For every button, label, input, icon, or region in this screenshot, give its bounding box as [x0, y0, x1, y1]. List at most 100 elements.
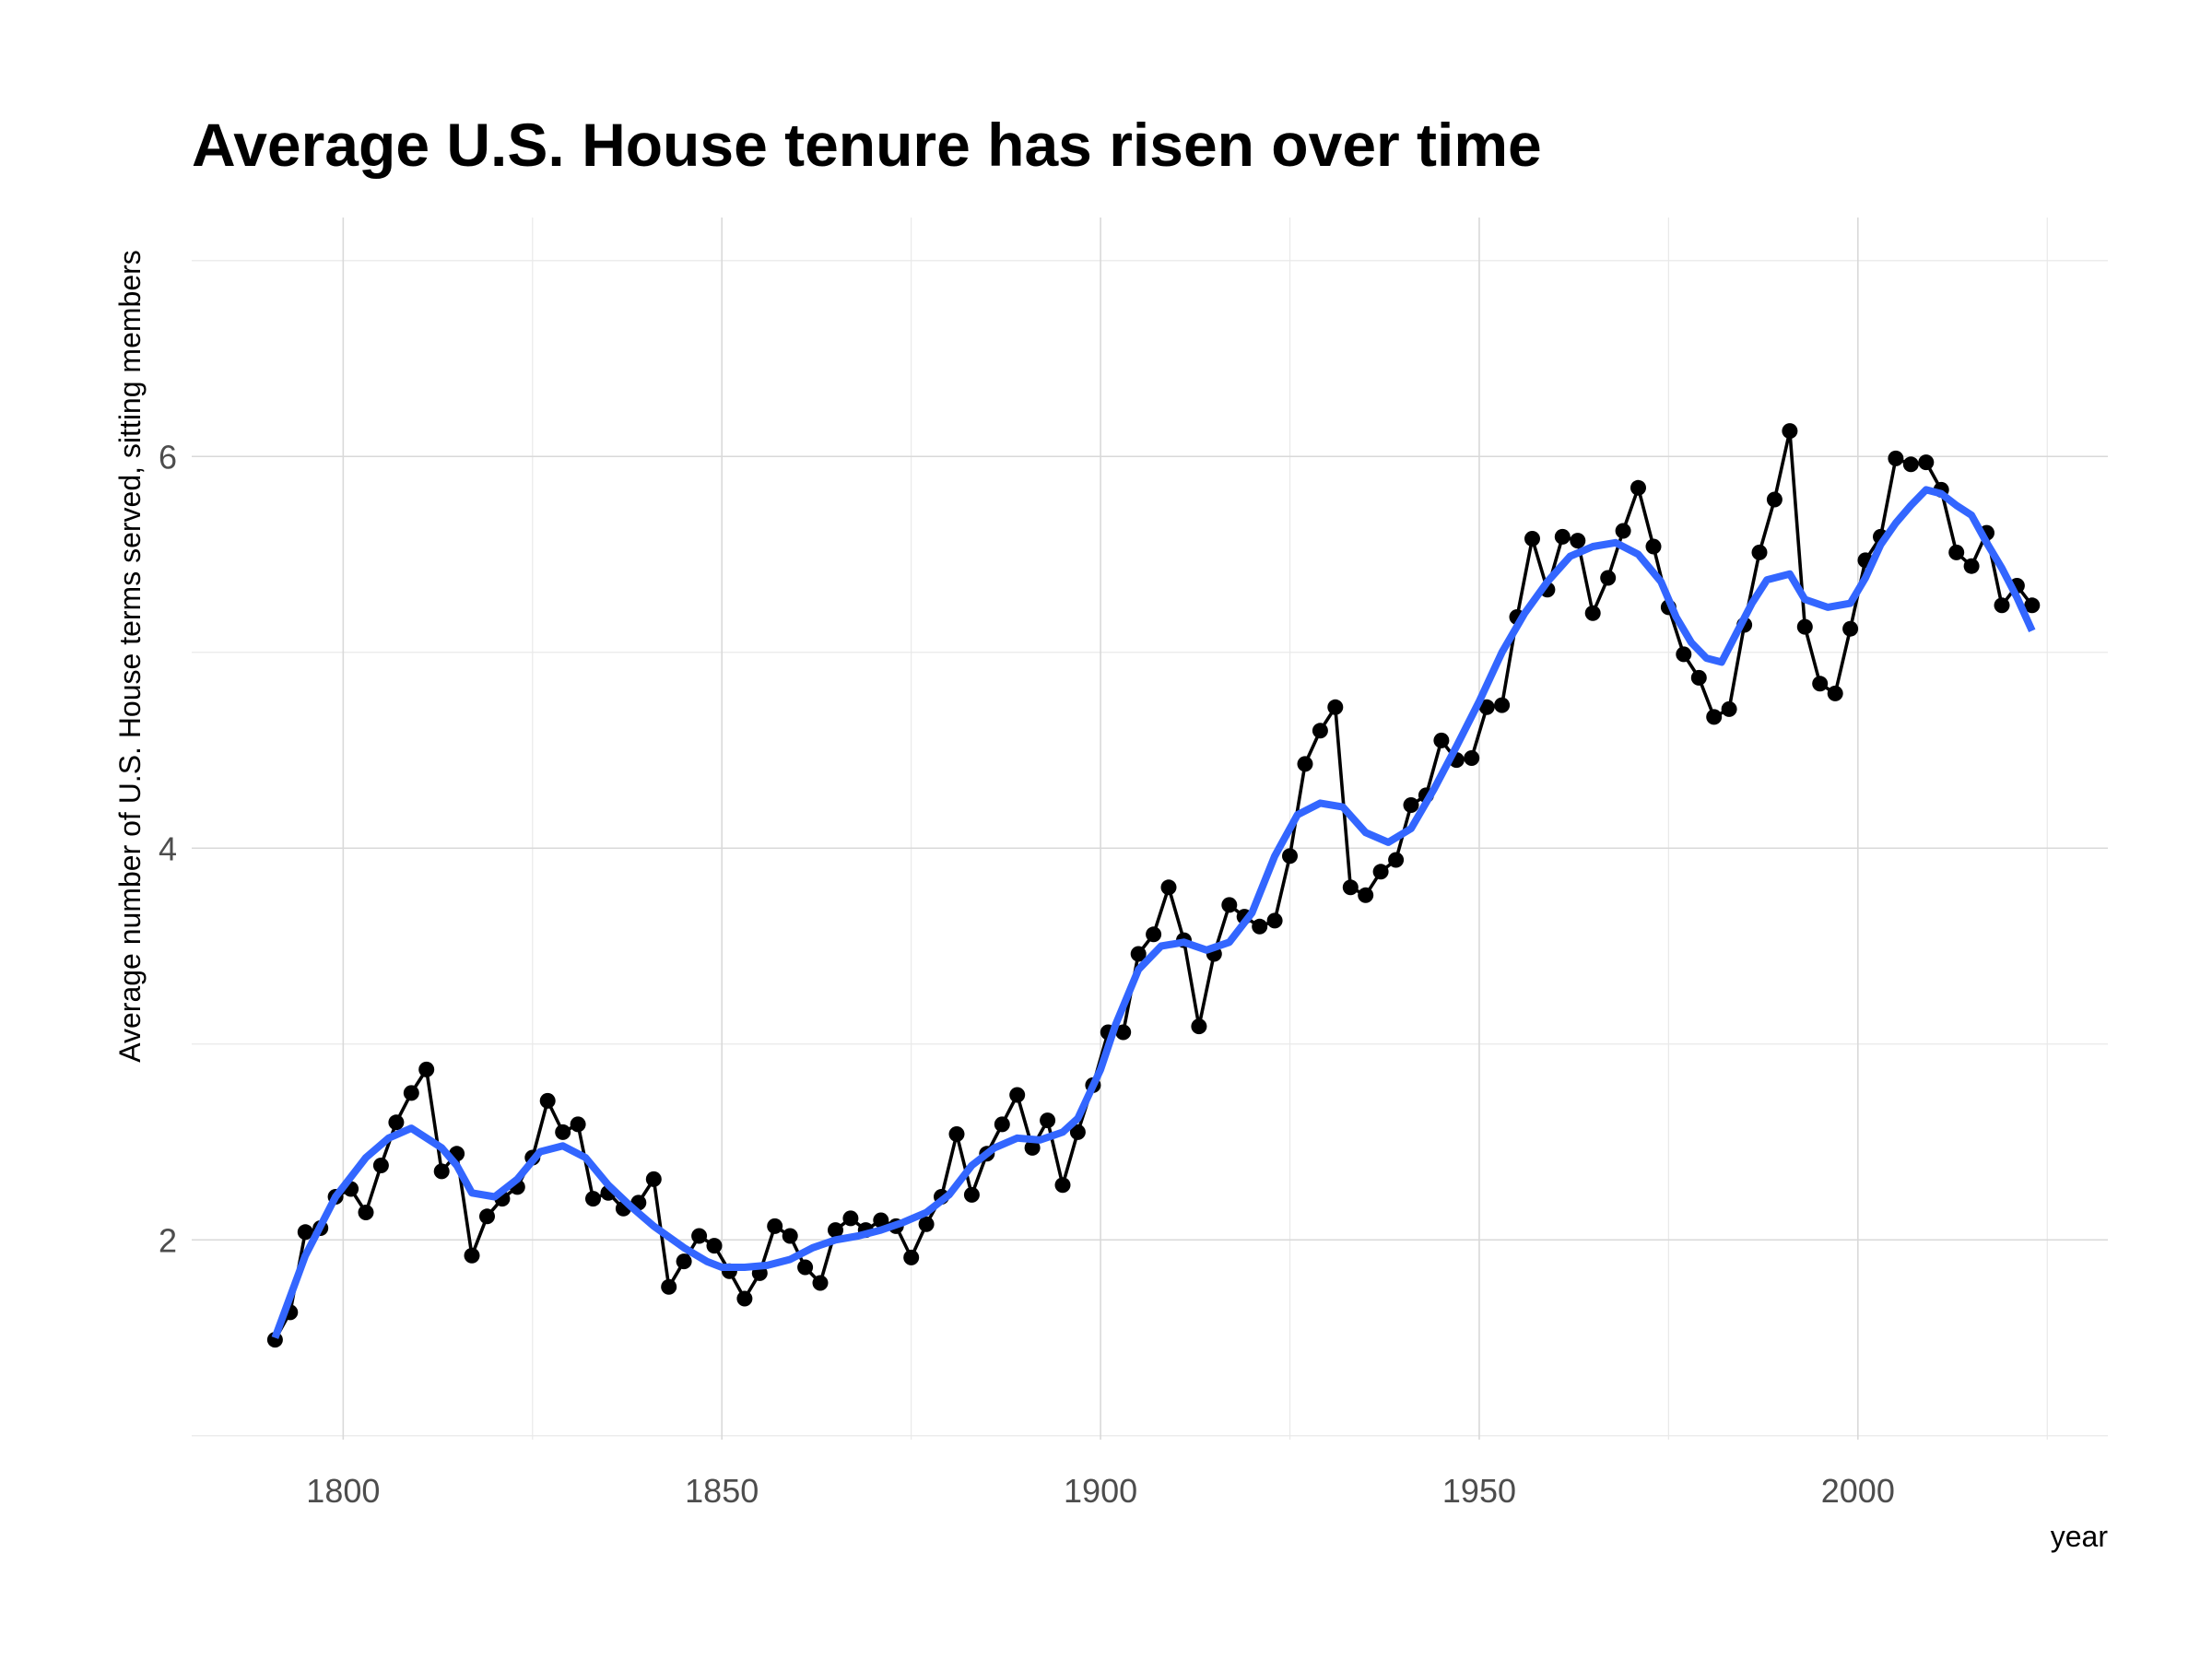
data-point [1342, 879, 1359, 896]
data-point [1358, 887, 1374, 903]
data-point [1388, 852, 1405, 868]
data-point [812, 1275, 829, 1291]
data-point [1676, 646, 1692, 663]
data-point [1948, 544, 1965, 560]
x-tick-label: 1800 [306, 1472, 380, 1510]
data-point [1146, 926, 1162, 943]
data-point [1782, 423, 1798, 440]
data-point [1796, 618, 1813, 635]
data-point [1994, 597, 2010, 614]
data-point [1221, 897, 1238, 913]
data-point [1312, 723, 1328, 739]
data-point [358, 1205, 374, 1220]
data-point [1827, 685, 1843, 701]
data-point [1524, 531, 1540, 547]
data-point [1433, 732, 1450, 748]
data-point [1464, 750, 1480, 766]
data-point [1327, 699, 1344, 715]
data-point [1554, 528, 1571, 545]
x-tick-label: 1850 [685, 1472, 759, 1510]
data-point [842, 1210, 859, 1227]
data-point [1645, 538, 1662, 555]
data-point [782, 1228, 798, 1244]
data-point [388, 1114, 405, 1131]
data-point [1130, 946, 1147, 962]
x-tick-label: 1900 [1064, 1472, 1137, 1510]
data-point [433, 1163, 450, 1180]
data-point [1902, 456, 1919, 473]
x-axis-title: year [2051, 1520, 2109, 1553]
data-point [1918, 454, 1935, 471]
data-point [372, 1158, 389, 1173]
data-point [1888, 450, 1904, 466]
data-point [1812, 676, 1829, 692]
data-point [994, 1116, 1010, 1133]
data-point [706, 1238, 723, 1254]
data-point [1584, 605, 1601, 621]
data-point [1615, 523, 1631, 539]
data-point [1040, 1112, 1056, 1129]
data-point [1706, 709, 1723, 725]
data-point [403, 1085, 419, 1101]
data-point [903, 1249, 920, 1265]
data-point [1372, 864, 1389, 880]
grid [192, 218, 2108, 1440]
data-point [1600, 570, 1617, 586]
data-point [539, 1092, 556, 1109]
chart-title: Average U.S. House tenure has risen over… [192, 111, 1542, 179]
data-point [1721, 700, 1737, 717]
y-axis-title: Average number of U.S. House terms serve… [113, 250, 147, 1063]
data-point [418, 1061, 435, 1077]
data-point [1160, 879, 1177, 896]
data-point [918, 1216, 935, 1232]
data-point [464, 1247, 480, 1264]
data-point [1054, 1177, 1071, 1194]
data-point [691, 1228, 708, 1244]
series-layer [266, 423, 2041, 1348]
y-tick-label: 2 [159, 1221, 177, 1259]
smooth-trend-line [271, 486, 2036, 1339]
data-point [1297, 756, 1313, 772]
data-point [1751, 544, 1768, 560]
data-point [1403, 797, 1419, 813]
data-point [2024, 597, 2041, 614]
data-point [948, 1126, 965, 1142]
data-point [828, 1222, 843, 1239]
data-point [1252, 918, 1268, 935]
data-point [1963, 558, 1980, 574]
data-point [661, 1278, 677, 1295]
data-point [570, 1116, 586, 1133]
data-point [1009, 1087, 1026, 1103]
data-point [1115, 1024, 1132, 1041]
data-point [1024, 1139, 1041, 1156]
data-point [1266, 912, 1283, 929]
data-point [1570, 533, 1586, 549]
data-point [767, 1218, 783, 1234]
data-point [797, 1259, 814, 1276]
data-point [676, 1253, 692, 1270]
data-point [1282, 848, 1298, 865]
data-point [297, 1224, 313, 1241]
data-point [1766, 491, 1783, 508]
data-point [1630, 479, 1646, 496]
y-tick-label: 4 [159, 830, 177, 867]
data-point [585, 1191, 601, 1207]
data-point [1690, 669, 1707, 686]
data-point [1478, 699, 1495, 715]
data-point [873, 1212, 889, 1229]
data-point [479, 1208, 495, 1225]
data-point [1191, 1018, 1207, 1035]
x-tick-label: 1950 [1442, 1472, 1516, 1510]
tenure-line [273, 429, 2034, 1341]
data-point [1842, 620, 1859, 637]
data-point [736, 1290, 753, 1307]
tick-labels: 1800 1850 1900 1950 2000 2 4 6 [159, 438, 1895, 1510]
data-point [1069, 1124, 1086, 1140]
data-point [963, 1186, 980, 1203]
data-point [645, 1171, 662, 1187]
data-point [555, 1124, 571, 1140]
x-tick-label: 2000 [1821, 1472, 1895, 1510]
data-point [1494, 697, 1511, 713]
y-tick-label: 6 [159, 438, 177, 476]
